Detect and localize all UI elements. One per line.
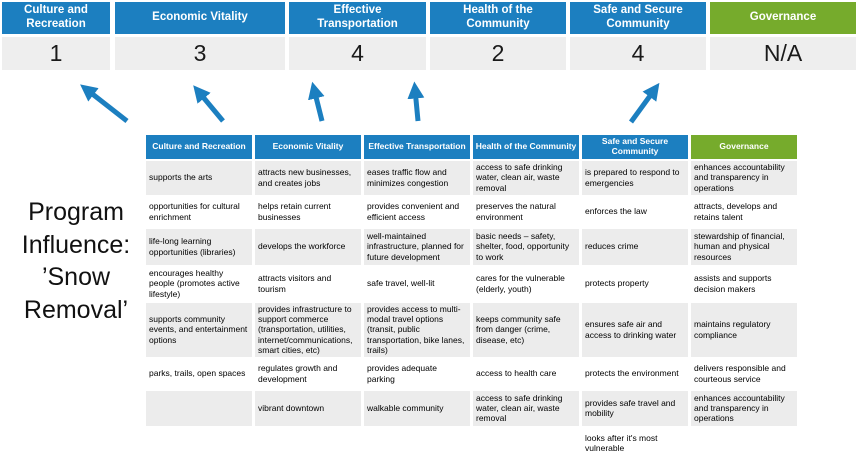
arrow-safe-secure-icon — [628, 82, 660, 124]
score-effective-transportation: 4 — [289, 37, 426, 70]
matrix-cell: access to health care — [473, 358, 579, 389]
scoreboard-column-culture-recreation: Culture and Recreation 1 — [2, 2, 110, 70]
matrix-cell: stewardship of financial, human and phys… — [691, 228, 797, 265]
matrix-cell: regulates growth and development — [255, 358, 361, 389]
matrix-header-effective-transportation: Effective Transportation — [364, 135, 470, 159]
score-safe-secure: 4 — [570, 37, 706, 70]
matrix-cell: ensures safe air and access to drinking … — [582, 302, 688, 357]
matrix-cell: encourages healthy people (promotes acti… — [146, 266, 252, 301]
matrix-cell: enhances accountability and transparency… — [691, 390, 797, 426]
matrix-cell: life-long learning opportunities (librar… — [146, 228, 252, 265]
matrix-row: opportunities for cultural enrichment hel… — [146, 196, 797, 227]
matrix-cell: walkable community — [364, 390, 470, 426]
matrix-cell: vibrant downtown — [255, 390, 361, 426]
matrix-body: supports the arts attracts new businesses… — [146, 160, 797, 459]
matrix-cell: preserves the natural environment — [473, 196, 579, 227]
matrix-cell: maintains regulatory compliance — [691, 302, 797, 357]
matrix-cell: enforces the law — [582, 196, 688, 227]
matrix-cell: access to safe drinking water, clean air… — [473, 390, 579, 426]
matrix-cell: enhances accountability and transparency… — [691, 160, 797, 195]
matrix-cell: access to safe drinking water, clean air… — [473, 160, 579, 195]
matrix-cell: helps retain current businesses — [255, 196, 361, 227]
matrix-cell: provides access to multi-modal travel op… — [364, 302, 470, 357]
matrix-cell: protects the environment — [582, 358, 688, 389]
matrix-row: supports the arts attracts new businesses… — [146, 160, 797, 195]
score-governance: N/A — [710, 37, 856, 70]
matrix-row: vibrant downtown walkable community access… — [146, 390, 797, 426]
matrix-cell: provides safe travel and mobility — [582, 390, 688, 426]
scoreboard-header-effective-transportation: Effective Transportation — [289, 2, 426, 34]
matrix-cell — [146, 427, 252, 459]
matrix-cell: attracts, develops and retains talent — [691, 196, 797, 227]
scoreboard-header-economic-vitality: Economic Vitality — [115, 2, 285, 34]
matrix-cell: attracts new businesses, and creates job… — [255, 160, 361, 195]
matrix-cell: cares for the vulnerable (elderly, youth… — [473, 266, 579, 301]
matrix-cell: attracts visitors and tourism — [255, 266, 361, 301]
matrix-header-culture-recreation: Culture and Recreation — [146, 135, 252, 159]
matrix-cell: eases traffic flow and minimizes congest… — [364, 160, 470, 195]
scoreboard-header-culture-recreation: Culture and Recreation — [2, 2, 110, 34]
arrow-economic-vitality-icon — [193, 85, 225, 123]
scoreboard-column-health-community: Health of the Community 2 — [430, 2, 566, 70]
matrix-header-row: Culture and Recreation Economic Vitality… — [146, 135, 797, 159]
scoreboard-column-economic-vitality: Economic Vitality 3 — [115, 2, 285, 70]
matrix-cell: supports community events, and entertain… — [146, 302, 252, 357]
score-economic-vitality: 3 — [115, 37, 285, 70]
matrix-header-safe-secure: Safe and Secure Community — [582, 135, 688, 159]
matrix-cell: supports the arts — [146, 160, 252, 195]
matrix-row: encourages healthy people (promotes acti… — [146, 266, 797, 301]
score-culture-recreation: 1 — [2, 37, 110, 70]
arrow-culture-recreation-icon — [80, 84, 129, 123]
matrix-cell: provides infrastructure to support comme… — [255, 302, 361, 357]
matrix-cell: is prepared to respond to emergencies — [582, 160, 688, 195]
priorities-matrix: Culture and Recreation Economic Vitality… — [143, 133, 800, 461]
matrix-cell: develops the workforce — [255, 228, 361, 265]
matrix-cell: basic needs – safety, shelter, food, opp… — [473, 228, 579, 265]
matrix-cell — [473, 427, 579, 459]
matrix-row: supports community events, and entertain… — [146, 302, 797, 357]
scoreboard-header-safe-secure: Safe and Secure Community — [570, 2, 706, 34]
program-title: Program Influence: ’Snow Removal’ — [21, 198, 131, 324]
scoreboard-column-effective-transportation: Effective Transportation 4 — [289, 2, 426, 70]
scoreboard-header-governance: Governance — [710, 2, 856, 34]
matrix-cell: protects property — [582, 266, 688, 301]
matrix-cell: provides convenient and efficient access — [364, 196, 470, 227]
matrix-cell: provides adequate parking — [364, 358, 470, 389]
arrow-health-community-icon — [407, 81, 425, 122]
arrow-effective-transportation-icon — [308, 81, 325, 122]
matrix-header-health-community: Health of the Community — [473, 135, 579, 159]
matrix-cell: looks after it's most vulnerable — [582, 427, 688, 459]
matrix-cell — [146, 390, 252, 426]
matrix-cell — [691, 427, 797, 459]
matrix-cell: opportunities for cultural enrichment — [146, 196, 252, 227]
matrix-cell: well-maintained infrastructure, planned … — [364, 228, 470, 265]
scoreboard-header-health-community: Health of the Community — [430, 2, 566, 34]
matrix-row: looks after it's most vulnerable — [146, 427, 797, 459]
matrix-cell — [364, 427, 470, 459]
influence-arrows — [80, 81, 660, 124]
score-health-community: 2 — [430, 37, 566, 70]
scoreboard-column-safe-secure: Safe and Secure Community 4 — [570, 2, 706, 70]
matrix-cell: parks, trails, open spaces — [146, 358, 252, 389]
matrix-cell: safe travel, well-lit — [364, 266, 470, 301]
matrix-cell: delivers responsible and courteous servi… — [691, 358, 797, 389]
scoreboard-column-governance: Governance N/A — [710, 2, 856, 70]
matrix-cell: keeps community safe from danger (crime,… — [473, 302, 579, 357]
matrix-cell: assists and supports decision makers — [691, 266, 797, 301]
matrix-cell — [255, 427, 361, 459]
matrix-row: life-long learning opportunities (librar… — [146, 228, 797, 265]
matrix-header-governance: Governance — [691, 135, 797, 159]
matrix-cell: reduces crime — [582, 228, 688, 265]
matrix-header-economic-vitality: Economic Vitality — [255, 135, 361, 159]
matrix-row: parks, trails, open spaces regulates grow… — [146, 358, 797, 389]
